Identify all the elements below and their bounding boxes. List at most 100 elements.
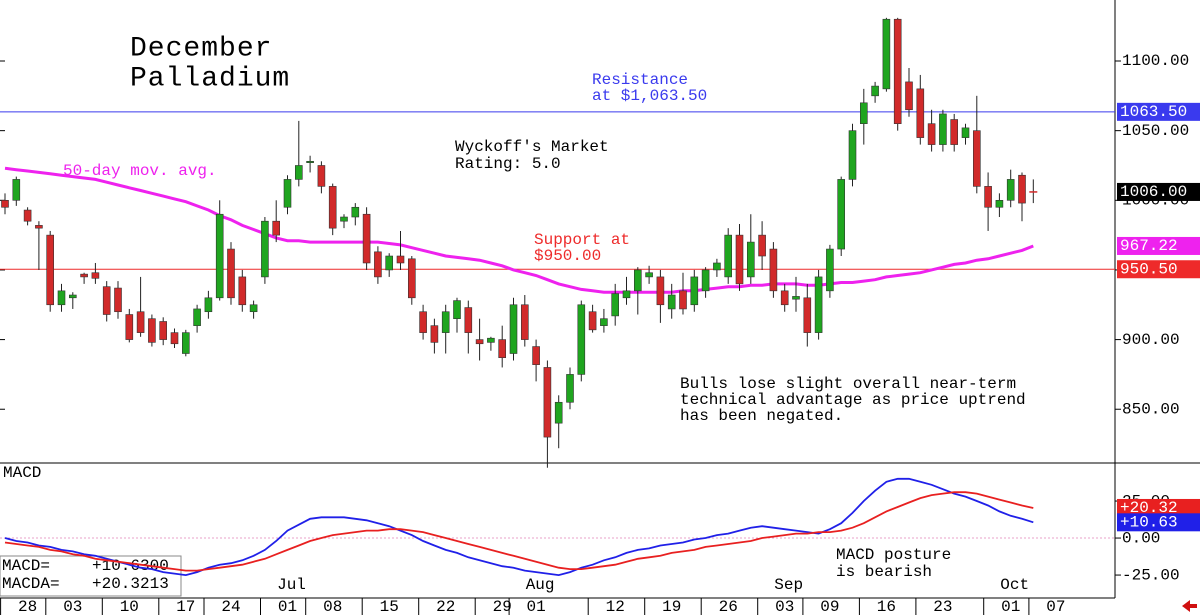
- candle-body: [306, 160, 314, 163]
- macd-line: [4, 491, 1034, 572]
- candle-body: [475, 339, 484, 345]
- candle-body: [577, 304, 586, 375]
- candle-body: [735, 234, 744, 285]
- candle-body: [995, 199, 1004, 208]
- level-text: at $1,063.50: [592, 87, 707, 105]
- candle-body: [294, 165, 303, 180]
- x-tick-label: 10: [120, 598, 139, 615]
- candle-body: [215, 213, 224, 299]
- candle-body: [611, 293, 620, 317]
- last-close-bg: [1117, 182, 1200, 201]
- candle-body: [419, 311, 427, 333]
- candle-body: [509, 304, 518, 354]
- macd-value-label: +10.63: [1120, 514, 1178, 532]
- candle-body: [35, 225, 43, 229]
- macd-title: MACD: [3, 464, 41, 482]
- note-text: Bulls lose slight overall near-term: [680, 375, 1016, 393]
- candle-body: [769, 248, 778, 292]
- candle-body: [102, 286, 111, 315]
- candle-body: [283, 179, 292, 208]
- candle-body: [916, 88, 925, 138]
- readout-value: +20.3213: [92, 575, 169, 593]
- x-tick-label: 24: [221, 598, 240, 615]
- candle-body: [961, 127, 970, 138]
- candle-body: [566, 374, 574, 403]
- x-tick-label: 03: [63, 598, 82, 615]
- macd-note: is bearish: [836, 563, 932, 581]
- level-label-bg: [1117, 260, 1200, 279]
- candle-body: [927, 123, 936, 145]
- readout-box: [0, 555, 182, 597]
- x-tick-label: 28: [18, 598, 37, 615]
- candle-body: [554, 401, 563, 424]
- candle-body: [893, 18, 902, 124]
- candle-body: [972, 130, 981, 187]
- nav-arrow[interactable]: [1182, 600, 1197, 612]
- y-tick-label: 1100.00: [1122, 52, 1189, 70]
- candle-body: [125, 314, 134, 340]
- candle-body: [633, 269, 642, 292]
- candle-body: [114, 287, 122, 313]
- candle-body: [950, 119, 959, 145]
- x-tick-label: 12: [606, 598, 625, 615]
- level-label: 1063.50: [1120, 103, 1187, 121]
- candle-body: [622, 290, 631, 299]
- macd-tick-label: 0.00: [1122, 529, 1160, 547]
- x-tick-label: 16: [877, 598, 896, 615]
- x-tick-label: 22: [436, 598, 455, 615]
- candle-body: [238, 276, 247, 306]
- candle-body: [136, 311, 145, 333]
- candle-body: [182, 332, 190, 354]
- macd-label-bg: [1117, 513, 1200, 532]
- candle-body: [543, 367, 552, 438]
- candle-body: [826, 248, 834, 292]
- moving-average-line: [4, 166, 1034, 294]
- candle-body: [193, 308, 201, 326]
- candle-body: [91, 272, 100, 279]
- candle-body: [12, 179, 21, 201]
- last-close-label: 1006.00: [1120, 183, 1187, 201]
- candle-body: [532, 346, 540, 365]
- candle-body: [317, 165, 326, 187]
- macd-tick-label: -25.00: [1122, 566, 1180, 584]
- x-tick-label: 23: [933, 598, 952, 615]
- title-line: December: [130, 33, 272, 64]
- ma-label: 967.22: [1120, 237, 1178, 255]
- candle-body: [679, 290, 687, 310]
- y-tick-label: 900.00: [1122, 331, 1180, 349]
- candle-body: [520, 304, 529, 340]
- readout-name: MACDA=: [2, 575, 60, 593]
- candle-body: [57, 290, 66, 306]
- x-tick-label: 19: [662, 598, 681, 615]
- candle-body: [758, 234, 766, 257]
- candle-body: [701, 269, 710, 292]
- candle-body: [396, 255, 405, 264]
- level-text: Resistance: [592, 71, 688, 89]
- candle-body: [23, 209, 32, 222]
- candle-body: [362, 213, 371, 264]
- x-tick-label: 03: [775, 598, 794, 615]
- x-tick-label: 01: [526, 598, 545, 615]
- candle-body: [204, 297, 213, 313]
- candle-body: [464, 307, 473, 333]
- candle-body: [261, 220, 269, 278]
- candle-body: [780, 290, 789, 306]
- candle-body: [1006, 179, 1015, 201]
- ma-label-bg: [1117, 236, 1200, 255]
- rating-text: Wyckoff's Market: [455, 138, 609, 156]
- candle-body: [159, 321, 167, 340]
- x-tick-label: 01: [1001, 598, 1020, 615]
- macd-line: [4, 477, 1034, 577]
- candle-body: [340, 216, 348, 222]
- candle-body: [837, 179, 846, 250]
- candle-body: [351, 206, 360, 218]
- candle-body: [1, 199, 9, 208]
- x-tick-label: 09: [820, 598, 839, 615]
- y-tick-label: 850.00: [1122, 400, 1180, 418]
- candle-body: [984, 186, 992, 208]
- x-tick-label: 01: [278, 598, 297, 615]
- note-text: technical advantage as price uptrend: [680, 391, 1026, 409]
- candle-body: [803, 297, 812, 333]
- x-tick-label: 07: [1046, 598, 1065, 615]
